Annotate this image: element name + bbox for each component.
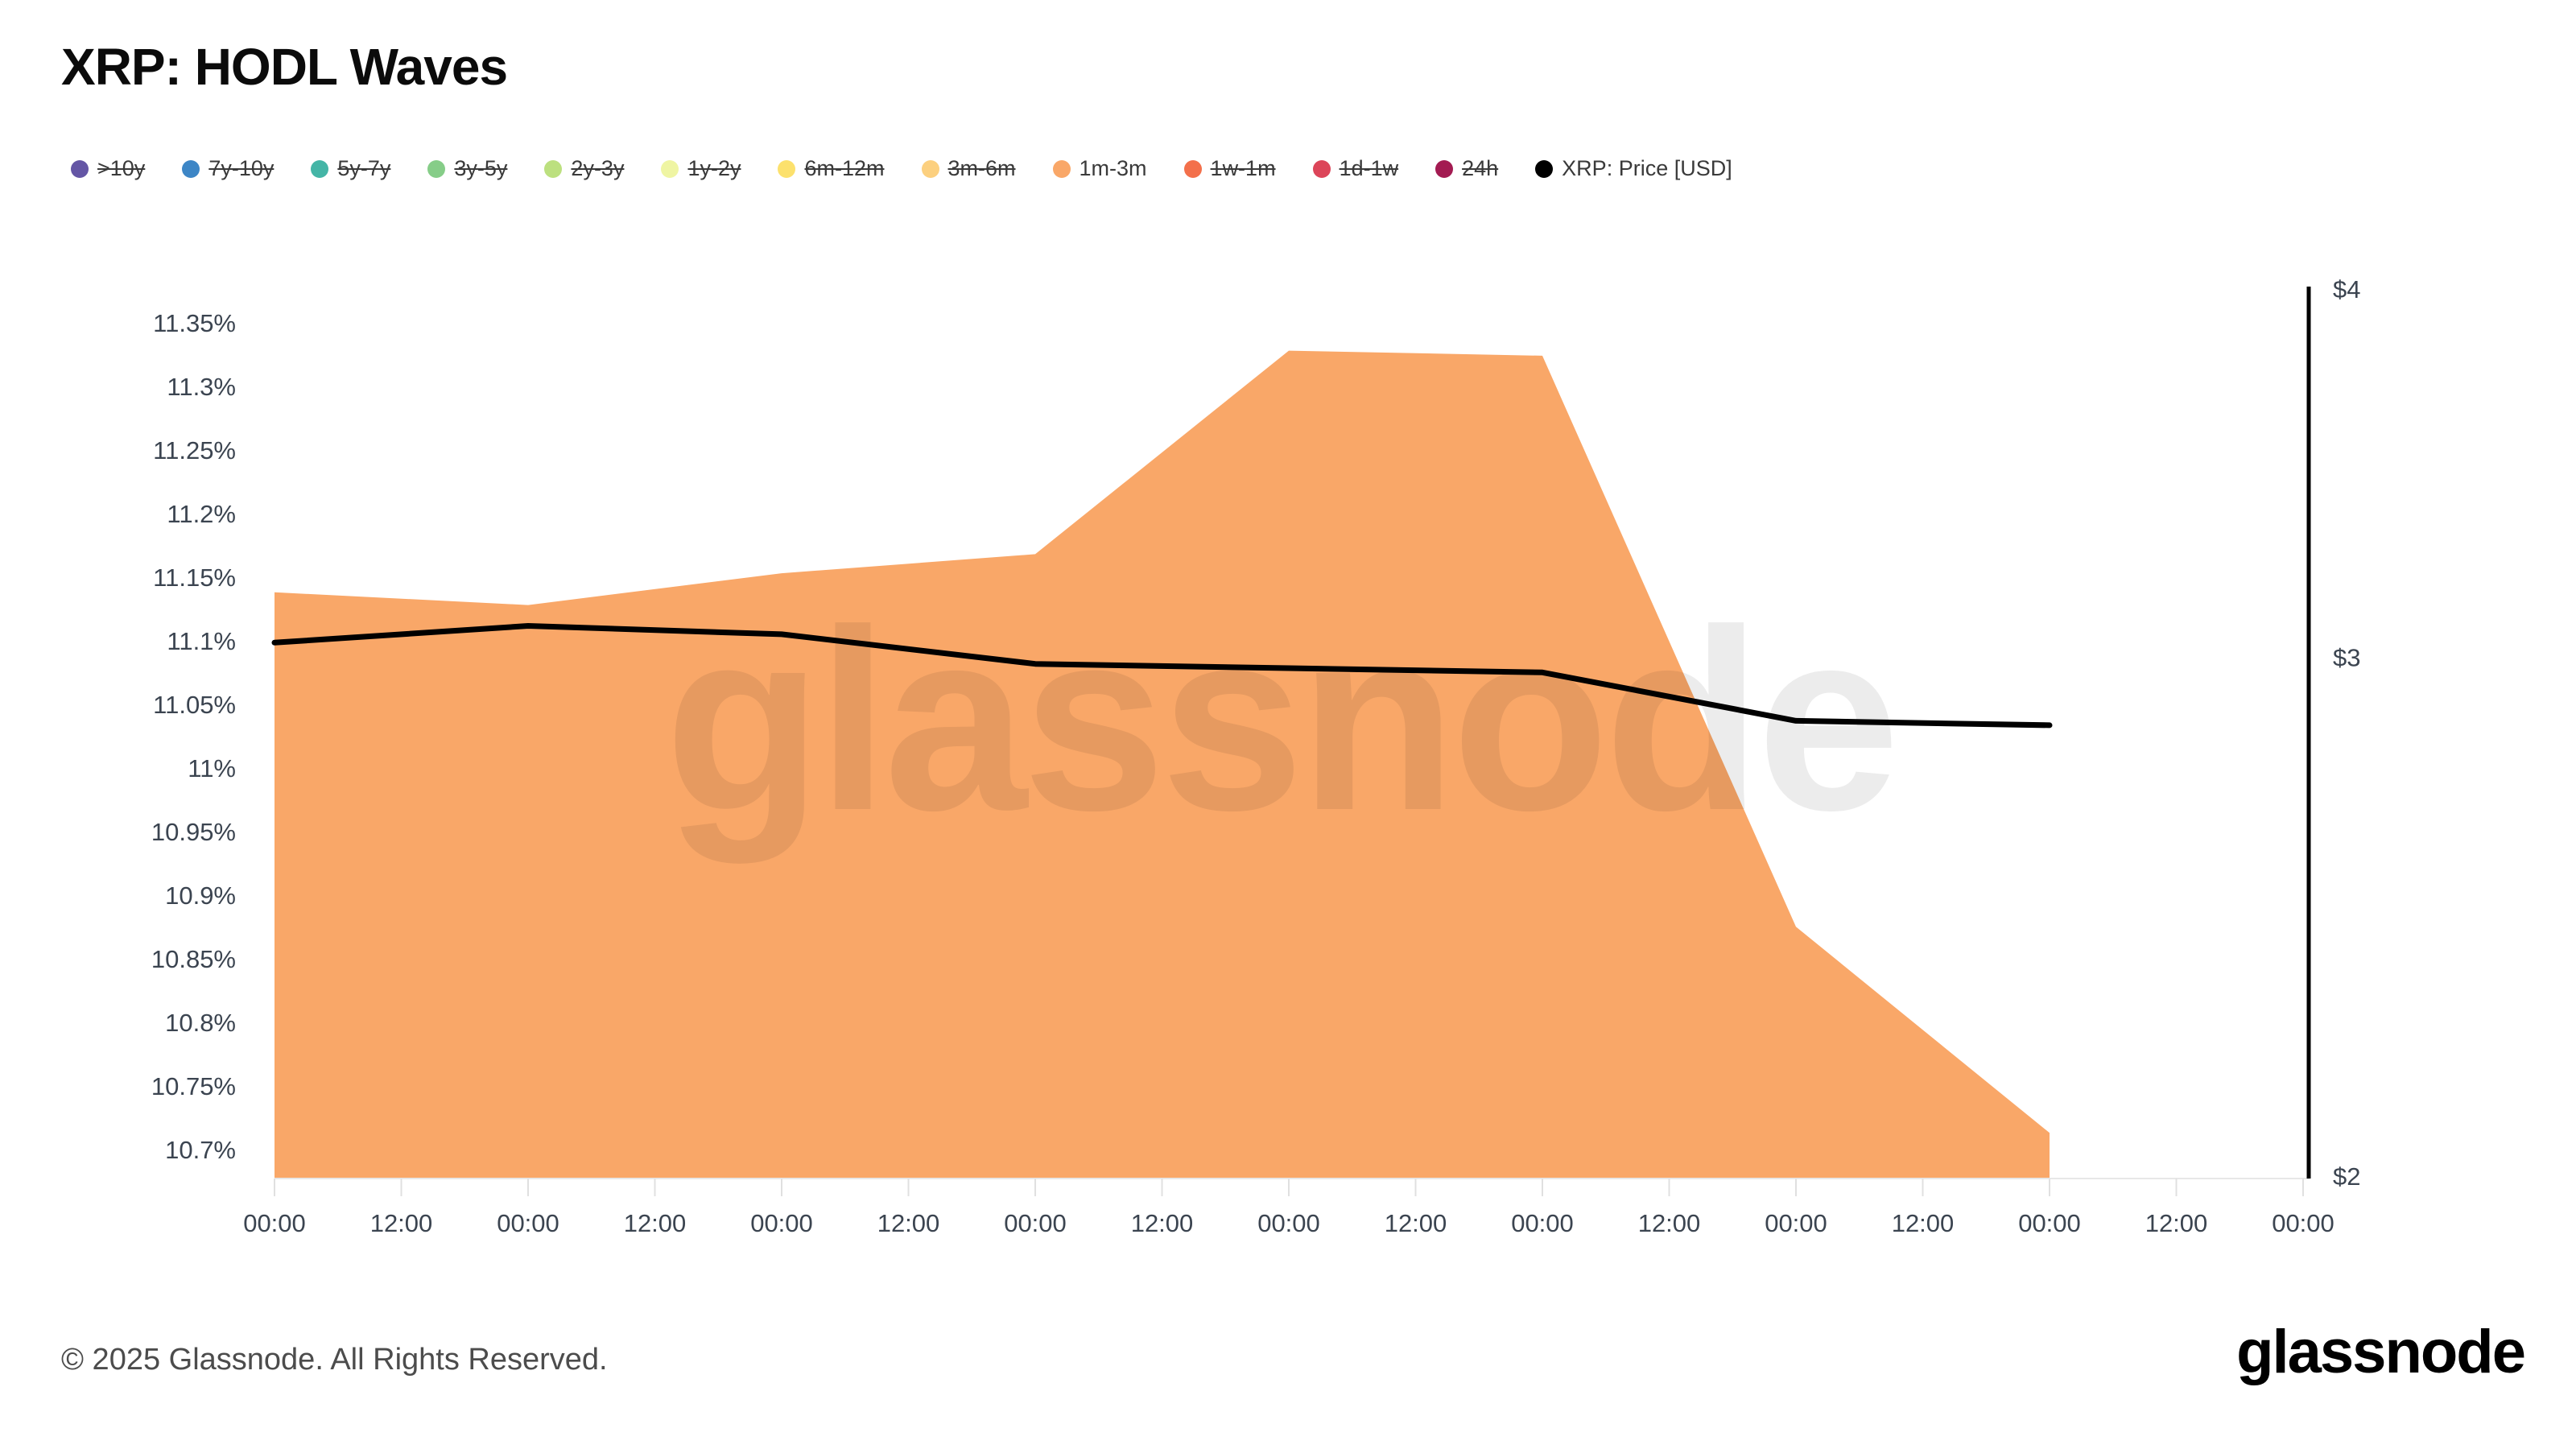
legend-item-1y-2y[interactable]: 1y-2y (661, 156, 741, 181)
copyright-text: © 2025 Glassnode. All Rights Reserved. (61, 1343, 608, 1377)
legend-color-dot (1052, 159, 1071, 178)
x-tick-label: 00:00 (1765, 1209, 1827, 1237)
x-tick-label: 00:00 (1004, 1209, 1067, 1237)
left-axis-label: 10.9% (165, 881, 236, 910)
legend-item-1m-3m[interactable]: 1m-3m (1052, 156, 1147, 181)
x-tick-label: 00:00 (1257, 1209, 1320, 1237)
price-line (271, 623, 2053, 729)
left-axis-label: 11.15% (153, 564, 236, 592)
legend-item-label: 24h (1462, 156, 1499, 180)
left-axis-label: 11.25% (153, 436, 236, 464)
legend-color-dot (1435, 159, 1454, 178)
legend-item-7y-10y[interactable]: 7y-10y (182, 156, 274, 181)
left-axis-label: 11.1% (167, 627, 236, 655)
x-tick-label: 12:00 (624, 1209, 687, 1237)
x-tick-label: 12:00 (1385, 1209, 1447, 1237)
left-axis-label: 11% (188, 754, 236, 782)
x-tick-label: 00:00 (750, 1209, 813, 1237)
legend-item-label: 1y-2y (687, 156, 741, 180)
legend-item-3m-6m[interactable]: 3m-6m (921, 156, 1016, 181)
legend-color-dot (921, 159, 939, 178)
glassnode-logo: glassnode (2236, 1318, 2526, 1386)
legend-item-label: 1m-3m (1079, 156, 1147, 180)
left-axis-label: 11.35% (153, 309, 236, 337)
legend-color-dot (778, 159, 796, 178)
right-axis-label: $3 (2333, 644, 2360, 672)
x-tick-label: 12:00 (1892, 1209, 1955, 1237)
legend-color-dot (661, 159, 679, 178)
x-tick-label: 00:00 (1511, 1209, 1574, 1237)
left-axis-label: 10.75% (151, 1072, 236, 1100)
left-axis-label: 10.8% (165, 1009, 236, 1037)
legend-item-24h[interactable]: 24h (1435, 156, 1498, 181)
legend-item-label: 5y-7y (337, 156, 391, 180)
hodl-area-1m-3m (275, 350, 2050, 1179)
watermark-text: glassnode (665, 576, 1896, 865)
x-tick-label: 00:00 (2018, 1209, 2081, 1237)
legend-color-dot (311, 159, 329, 178)
legend-item-label: 1d-1w (1339, 156, 1399, 180)
legend-color-dot (182, 159, 200, 178)
x-tick-label: 12:00 (877, 1209, 940, 1237)
legend-item-label: 3y-5y (454, 156, 508, 180)
x-tick-label: 00:00 (2272, 1209, 2334, 1237)
left-axis-label: 11.3% (167, 373, 236, 401)
chart-legend: >10y 7y-10y 5y-7y 3y-5y 2y-3y 1y-2y 6m-12m 3m-6… (71, 156, 1732, 181)
left-axis-label: 10.7% (165, 1136, 236, 1164)
legend-color-dot (1183, 159, 1202, 178)
legend-item-1w-1m[interactable]: 1w-1m (1183, 156, 1276, 181)
legend-item-1d-1w[interactable]: 1d-1w (1312, 156, 1399, 181)
legend-item-label: 3m-6m (947, 156, 1016, 180)
x-tick-label: 00:00 (497, 1209, 559, 1237)
legend-item-5y-7y[interactable]: 5y-7y (311, 156, 390, 181)
legend-item-label: XRP: Price [USD] (1562, 156, 1732, 180)
right-axis-label: $4 (2333, 275, 2360, 303)
legend-item-3y-5y[interactable]: 3y-5y (427, 156, 507, 181)
legend-color-dot (427, 159, 446, 178)
left-axis-label: 11.05% (153, 691, 236, 719)
legend-color-dot (1312, 159, 1331, 178)
legend-item-label: >10y (97, 156, 146, 180)
legend-item-6m-12m[interactable]: 6m-12m (778, 156, 885, 181)
legend-item-2y-3y[interactable]: 2y-3y (544, 156, 624, 181)
left-axis-label: 10.95% (151, 818, 236, 846)
x-tick-label: 12:00 (370, 1209, 433, 1237)
legend-item-label: 7y-10y (208, 156, 275, 180)
x-tick-label: 00:00 (243, 1209, 306, 1237)
legend-color-dot (71, 159, 89, 178)
left-axis-label: 11.2% (167, 500, 236, 528)
page-title: XRP: HODL Waves (61, 38, 508, 96)
legend-item-label: 6m-12m (804, 156, 885, 180)
x-tick-label: 12:00 (1638, 1209, 1701, 1237)
legend-color-dot (544, 159, 563, 178)
legend-item--10y[interactable]: >10y (71, 156, 145, 181)
x-tick-label: 12:00 (1131, 1209, 1194, 1237)
x-tick-label: 12:00 (2145, 1209, 2208, 1237)
legend-color-dot (1535, 159, 1554, 178)
legend-item-label: 2y-3y (571, 156, 625, 180)
left-axis-label: 10.85% (151, 945, 236, 973)
legend-item-xrp-price-usd-[interactable]: XRP: Price [USD] (1535, 156, 1732, 181)
legend-item-label: 1w-1m (1210, 156, 1276, 180)
right-axis-label: $2 (2333, 1162, 2360, 1191)
